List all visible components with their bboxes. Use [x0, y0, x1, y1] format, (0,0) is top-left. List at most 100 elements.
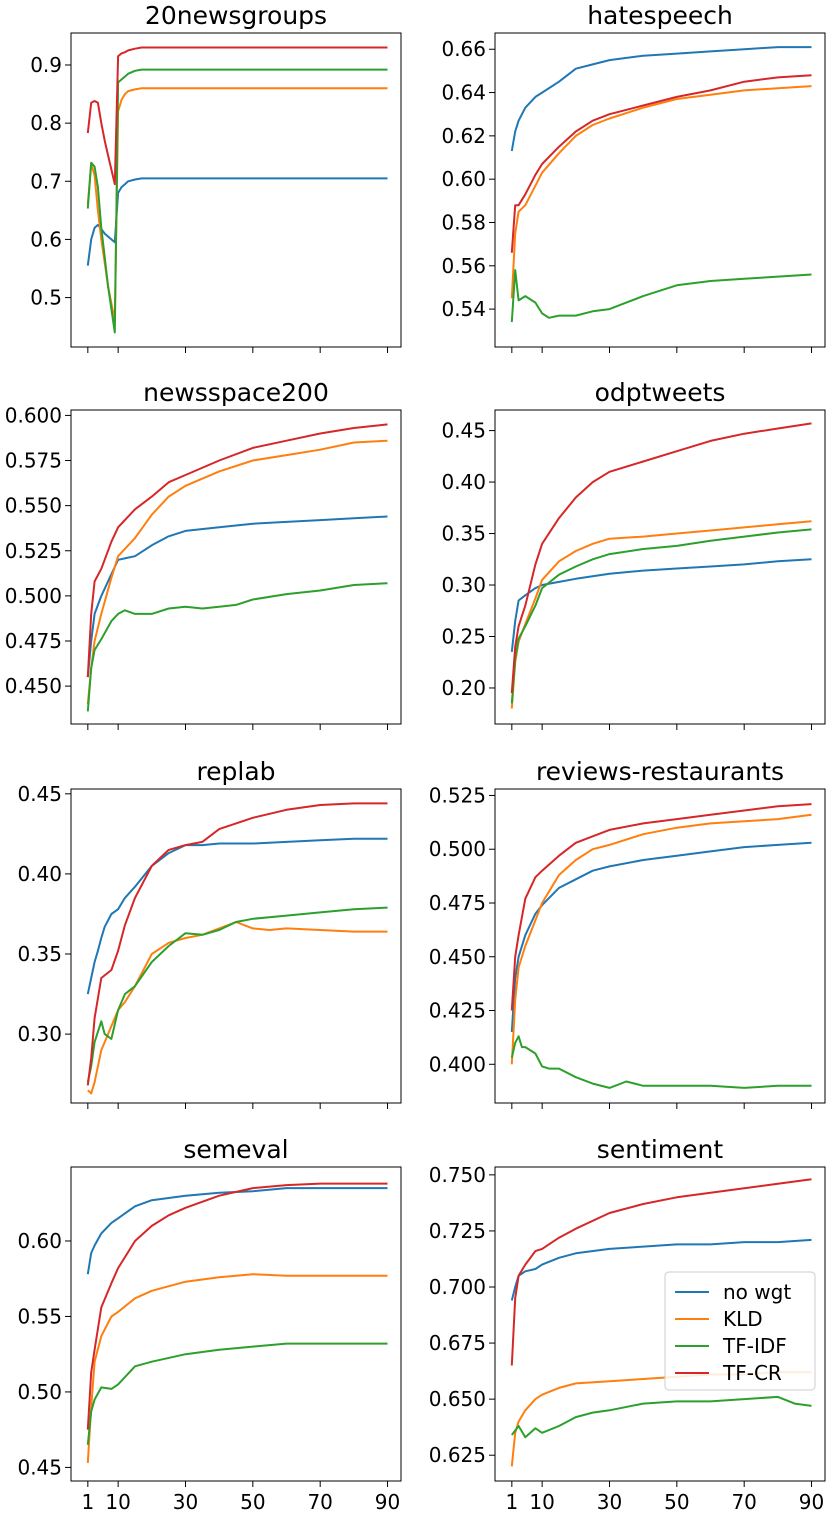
- y-tick-label: 0.30: [441, 573, 486, 597]
- y-tick-label: 0.600: [5, 403, 62, 427]
- subplot-title: sentiment: [597, 1135, 724, 1164]
- y-tick-label: 0.500: [5, 584, 62, 608]
- series-line-KLD: [510, 520, 812, 709]
- subplot-hatespeech: hatespeech 0.54 0.56 0.58 0.60 0.62 0.64 0.66: [441, 1, 826, 353]
- legend-label: no wgt: [723, 1280, 791, 1304]
- x-tick-label: 30: [173, 1490, 198, 1514]
- y-tick-label: 0.45: [17, 1455, 62, 1479]
- series-line-KLD: [510, 85, 812, 299]
- subplot-semeval: semeval 0.45 0.50 0.55 0.60 1 10 30 50 70 90: [17, 1135, 402, 1514]
- y-tick-label: 0.575: [5, 449, 62, 473]
- y-tick-label: 0.550: [5, 494, 62, 518]
- y-tick-label: 0.625: [429, 1443, 486, 1467]
- y-tick-label: 0.6: [30, 227, 62, 251]
- series-line-KLD: [87, 921, 388, 1095]
- y-tick-label: 0.750: [429, 1163, 486, 1187]
- y-tick-label: 0.50: [17, 1380, 62, 1404]
- subplot-title: reviews-restaurants: [536, 757, 784, 786]
- axes-frame: [494, 788, 826, 1104]
- x-tick-label: 30: [597, 1490, 622, 1514]
- axes-frame: [70, 409, 402, 725]
- y-tick-label: 0.40: [441, 470, 486, 494]
- y-tick-label: 0.7: [30, 169, 62, 193]
- subplot-reviews-restaurants: reviews-restaurants 0.400 0.425 0.450 0.475 0…: [429, 757, 826, 1109]
- y-tick-label: 0.60: [441, 167, 486, 191]
- y-tick-label: 0.450: [5, 674, 62, 698]
- y-tick-label: 0.650: [429, 1387, 486, 1411]
- y-tick-label: 0.450: [429, 945, 486, 969]
- x-tick-label: 10: [529, 1490, 554, 1514]
- series-line-KLD: [510, 813, 812, 1065]
- series-line-TF-IDF: [86, 68, 388, 334]
- series-line-TF-CR: [86, 802, 388, 1086]
- series-line-no wgt: [510, 558, 812, 653]
- y-tick-label: 0.64: [441, 81, 486, 105]
- legend-box: [664, 1271, 816, 1391]
- subplot-replab: replab 0.30 0.35 0.40 0.45: [17, 757, 402, 1109]
- subplot-odptweets: odptweets 0.20 0.25 0.30 0.35 0.40 0.45: [441, 378, 826, 730]
- y-tick-label: 0.475: [5, 629, 62, 653]
- subplot-title: semeval: [183, 1135, 288, 1164]
- x-tick-label: 50: [240, 1490, 265, 1514]
- y-tick-label: 0.35: [17, 942, 62, 966]
- series-line-TF-IDF: [86, 582, 388, 712]
- series-line-no wgt: [510, 841, 812, 1033]
- axes-frame: [494, 1166, 826, 1482]
- y-tick-label: 0.9: [30, 53, 62, 77]
- subplot-sentiment: sentiment 0.625 0.650 0.675 0.700 0.725 0.750 1…: [429, 1135, 826, 1514]
- y-tick-label: 0.56: [441, 254, 486, 278]
- y-tick-label: 0.35: [441, 522, 486, 546]
- series-line-no wgt: [86, 837, 388, 995]
- series-line-TF-IDF: [86, 1342, 388, 1445]
- series-line-TF-CR: [510, 422, 812, 694]
- series-line-KLD: [86, 1273, 388, 1463]
- x-tick-label: 10: [105, 1490, 130, 1514]
- y-tick-label: 0.55: [17, 1304, 62, 1328]
- series-line-no wgt: [510, 46, 812, 152]
- legend: no wgt KLD TF-IDF TF-CR: [664, 1271, 816, 1391]
- y-tick-label: 0.25: [441, 624, 486, 648]
- series-line-TF-IDF: [510, 1035, 812, 1089]
- x-tick-label: 70: [307, 1490, 332, 1514]
- series-line-TF-IDF: [86, 906, 388, 1083]
- axes-frame: [70, 32, 402, 348]
- legend-label: TF-IDF: [722, 1334, 787, 1358]
- legend-label: KLD: [723, 1307, 763, 1331]
- axes-frame: [70, 1166, 402, 1482]
- series-line-TF-CR: [510, 1178, 812, 1366]
- y-tick-label: 0.400: [429, 1052, 486, 1076]
- x-tick-label: 50: [664, 1490, 689, 1514]
- series-line-TF-CR: [86, 423, 388, 678]
- y-tick-label: 0.5: [30, 286, 62, 310]
- axes-frame: [494, 32, 826, 348]
- x-tick-label: 1: [505, 1490, 518, 1514]
- y-tick-label: 0.40: [17, 862, 62, 886]
- y-tick-label: 0.62: [441, 124, 486, 148]
- y-tick-label: 0.725: [429, 1219, 486, 1243]
- series-line-TF-CR: [510, 74, 812, 253]
- y-tick-label: 0.45: [17, 782, 62, 806]
- x-tick-label: 70: [731, 1490, 756, 1514]
- y-tick-label: 0.58: [441, 210, 486, 234]
- y-tick-label: 0.66: [441, 37, 486, 61]
- subplot-20newsgroups: 20newsgroups 0.5 0.6 0.7 0.8 0.9: [30, 1, 402, 353]
- y-tick-label: 0.700: [429, 1275, 486, 1299]
- y-tick-label: 0.475: [429, 891, 486, 915]
- series-line-TF-CR: [86, 46, 388, 186]
- y-tick-label: 0.8: [30, 111, 62, 135]
- y-tick-label: 0.525: [429, 783, 486, 807]
- subplot-title: odptweets: [595, 378, 726, 407]
- series-line-KLD: [86, 87, 388, 322]
- y-tick-label: 0.30: [17, 1022, 62, 1046]
- subplot-newsspace200: newsspace200 0.450 0.475 0.500 0.525 0.550 0.5…: [5, 378, 402, 730]
- subplot-title: newsspace200: [143, 378, 329, 407]
- series-line-no wgt: [510, 1238, 812, 1301]
- series-line-TF-IDF: [510, 528, 812, 704]
- series-line-no wgt: [86, 1187, 388, 1275]
- y-tick-label: 0.45: [441, 419, 486, 443]
- y-tick-label: 0.675: [429, 1331, 486, 1355]
- y-tick-label: 0.60: [17, 1229, 62, 1253]
- x-tick-label: 90: [799, 1490, 824, 1514]
- series-line-TF-IDF: [511, 1395, 812, 1439]
